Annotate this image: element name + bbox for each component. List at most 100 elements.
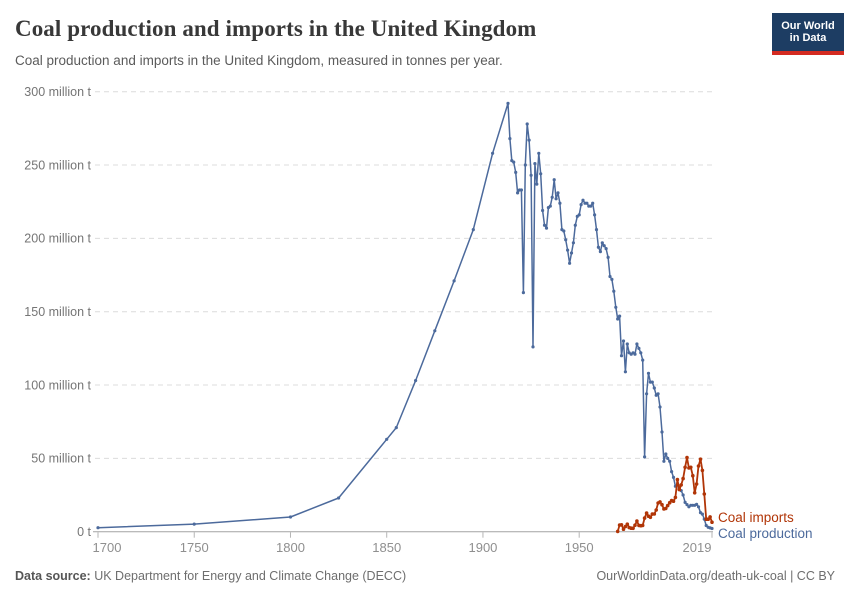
- data-point: [660, 430, 664, 434]
- x-axis-label: 2019: [683, 540, 712, 555]
- data-point: [637, 346, 641, 350]
- data-point: [596, 245, 601, 249]
- data-point: [639, 351, 643, 355]
- data-point: [516, 191, 520, 195]
- data-point: [566, 248, 570, 252]
- data-point: [544, 226, 549, 230]
- data-point: [394, 426, 398, 430]
- data-point: [623, 370, 628, 374]
- data-point: [616, 317, 620, 321]
- data-point: [606, 255, 610, 259]
- data-point: [548, 204, 552, 208]
- data-point: [593, 213, 597, 217]
- data-point: [514, 170, 518, 174]
- data-point: [658, 500, 662, 504]
- data-point: [694, 482, 699, 486]
- owid-logo[interactable]: Our World in Data: [772, 13, 844, 55]
- data-point: [604, 247, 608, 251]
- data-point: [512, 160, 516, 164]
- footer-separator: |: [786, 569, 797, 583]
- data-point: [656, 392, 660, 396]
- data-point: [635, 342, 639, 346]
- data-point: [696, 505, 701, 509]
- data-point: [660, 502, 664, 507]
- data-point: [625, 342, 629, 346]
- data-point: [554, 197, 558, 201]
- data-point: [621, 527, 626, 531]
- y-axis-label: 300 million t: [24, 85, 91, 99]
- x-axis-label: 1900: [468, 540, 497, 555]
- data-point: [685, 503, 689, 507]
- data-point: [683, 465, 687, 470]
- data-point: [564, 238, 568, 242]
- data-point: [550, 195, 554, 199]
- data-point: [585, 201, 589, 205]
- data-point: [610, 277, 614, 281]
- data-point: [542, 223, 547, 227]
- data-point: [508, 137, 512, 141]
- legend-label-coal-imports[interactable]: Coal imports: [718, 510, 794, 525]
- data-point: [96, 526, 100, 530]
- legend-label-coal-production[interactable]: Coal production: [718, 526, 813, 541]
- data-point: [529, 173, 533, 177]
- y-axis-label: 200 million t: [24, 232, 91, 246]
- data-point: [558, 201, 562, 205]
- data-point: [641, 358, 645, 362]
- data-point: [643, 455, 647, 459]
- data-point: [675, 477, 680, 482]
- data-point: [621, 339, 626, 343]
- data-point: [700, 512, 705, 516]
- owid-logo-red-bar: [772, 51, 844, 55]
- data-point: [695, 502, 699, 506]
- data-point: [541, 208, 545, 213]
- data-point: [623, 524, 628, 529]
- data-point: [633, 352, 637, 356]
- data-point: [571, 241, 576, 245]
- data-point: [631, 526, 635, 531]
- data-point: [521, 291, 526, 295]
- data-source-note: Data source: UK Department for Energy an…: [15, 569, 407, 583]
- data-point: [568, 261, 572, 265]
- chart-subtitle: Coal production and imports in the Unite…: [15, 53, 503, 68]
- data-point: [708, 515, 712, 519]
- data-point: [670, 470, 674, 474]
- data-point: [646, 371, 651, 375]
- series-coal-imports[interactable]: [615, 455, 714, 534]
- x-axis-label: 1700: [93, 540, 122, 555]
- series-coal-production[interactable]: [96, 101, 714, 531]
- data-point: [414, 379, 418, 383]
- data-point: [625, 522, 630, 526]
- line-imports: [616, 456, 713, 532]
- data-point: [594, 228, 599, 232]
- data-point: [666, 456, 670, 460]
- data-point: [691, 473, 695, 478]
- data-point: [598, 250, 603, 254]
- license-badge: CC BY: [796, 569, 835, 583]
- data-point: [662, 459, 666, 463]
- data-point: [681, 476, 685, 481]
- data-point: [702, 492, 707, 496]
- data-point: [664, 506, 668, 511]
- data-point: [192, 522, 196, 526]
- data-point: [671, 499, 676, 504]
- footer-right: OurWorldinData.org/death-uk-coal | CC BY: [596, 569, 835, 583]
- y-axis-label: 50 million t: [31, 452, 91, 466]
- chart-title: Coal production and imports in the Unite…: [15, 16, 537, 41]
- data-point: [569, 251, 574, 255]
- data-point: [614, 305, 618, 309]
- data-point: [696, 464, 701, 468]
- data-point: [683, 500, 687, 504]
- data-point: [633, 523, 637, 527]
- data-point: [337, 496, 341, 500]
- x-axis-label: 1800: [276, 540, 305, 555]
- data-point: [523, 163, 527, 167]
- data-point: [710, 526, 714, 531]
- data-point: [652, 512, 657, 516]
- data-point: [671, 475, 676, 479]
- data-point: [673, 495, 678, 500]
- owid-url-link[interactable]: OurWorldinData.org/death-uk-coal: [596, 569, 787, 583]
- data-point: [556, 191, 560, 195]
- data-point: [642, 516, 647, 520]
- data-point: [648, 515, 653, 520]
